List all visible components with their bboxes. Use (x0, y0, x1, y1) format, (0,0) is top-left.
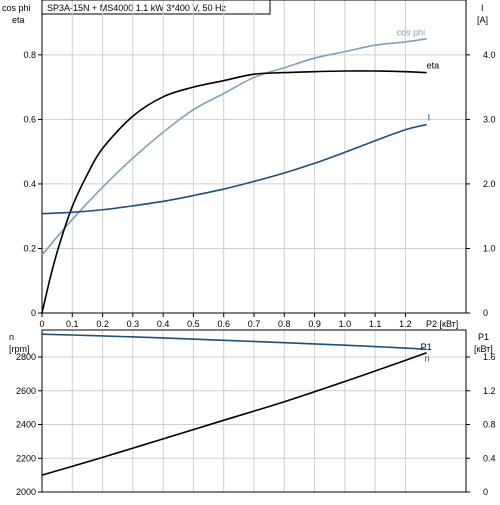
top-right-tick-label: 0 (483, 308, 488, 318)
x-tick-label: 1.1 (369, 319, 382, 329)
top-right-axis-title-2: [A] (477, 15, 488, 25)
bottom-right-tick-label: 0.8 (483, 420, 496, 430)
x-tick-label: 1.2 (399, 319, 412, 329)
top-panel: 0 0.1 0.2 0.3 0.4 0.5 0.6 0.7 0.8 0.9 1.0 1.1 1.2 P2 … (23, 0, 496, 329)
top-right-tick-label: 4.0 (483, 50, 496, 60)
bottom-left-axis-title-2: [rpm] (9, 344, 30, 354)
x-tick-label: 0.9 (308, 319, 321, 329)
bottom-right-tick-label: 0.4 (483, 453, 496, 463)
series-line-n (41, 333, 427, 351)
top-left-axis-title-2: eta (12, 15, 25, 25)
bottom-right-axis-title-1: P1 (478, 332, 489, 342)
top-left-tick-label: 0.2 (23, 243, 36, 253)
x-tick-label: 0.3 (127, 319, 140, 329)
top-left-tick-label: 0.6 (23, 114, 36, 124)
bottom-left-tick-label: 2800 (16, 352, 36, 362)
bottom-left-tick-label: 2000 (16, 487, 36, 497)
top-left-axis-title-1: cos phi (2, 3, 31, 13)
bottom-left-tick-label: 2200 (16, 453, 36, 463)
x-tick-label: 0.5 (187, 319, 200, 329)
x-tick-label: 0 (39, 319, 44, 329)
top-left-tick-label: 0 (31, 308, 36, 318)
series-line-p1 (41, 352, 427, 476)
x-tick-label: 0.8 (278, 319, 291, 329)
x-tick-label: 0.4 (157, 319, 170, 329)
top-right-tick-label: 2.0 (483, 179, 496, 189)
series-label-i: I (428, 113, 431, 123)
series-label-cos-phi: cos phi (397, 28, 426, 38)
top-right-axis-title-1: I (481, 3, 484, 13)
bottom-left-tick-label: 2600 (16, 386, 36, 396)
series-line-eta (41, 70, 427, 314)
series-label-p1: P1 (421, 342, 432, 352)
x-tick-label: 0.6 (217, 319, 230, 329)
series-label-eta: eta (427, 61, 440, 71)
series-line-cos-phi (41, 37, 427, 256)
x-tick-label: 1.0 (339, 319, 352, 329)
top-left-tick-label: 0.8 (23, 50, 36, 60)
series-label-n: n (425, 353, 430, 363)
series-line-i (41, 123, 427, 215)
bottom-plot-frame (41, 329, 467, 493)
top-right-tick-label: 3.0 (483, 114, 496, 124)
top-right-tick-label: 1.0 (483, 243, 496, 253)
bottom-right-axis-title-2: [кВт] (474, 344, 493, 354)
x-axis-title: P2 [кВт] (426, 319, 458, 329)
top-left-tick-label: 0.4 (23, 179, 36, 189)
x-tick-label: 0.2 (96, 319, 109, 329)
bottom-right-tick-label: 0 (483, 487, 488, 497)
bottom-right-tick-label: 1.2 (483, 386, 496, 396)
bottom-left-tick-label: 2400 (16, 420, 36, 430)
x-tick-label: 0.7 (248, 319, 261, 329)
chart-title: SP3A-15N + MS4000 1.1 kW 3*400 V, 50 Hz (47, 3, 227, 13)
bottom-left-axis-title-1: n (9, 332, 14, 342)
bottom-right-tick-label: 1.6 (483, 352, 496, 362)
x-tick-label: 0.1 (66, 319, 79, 329)
